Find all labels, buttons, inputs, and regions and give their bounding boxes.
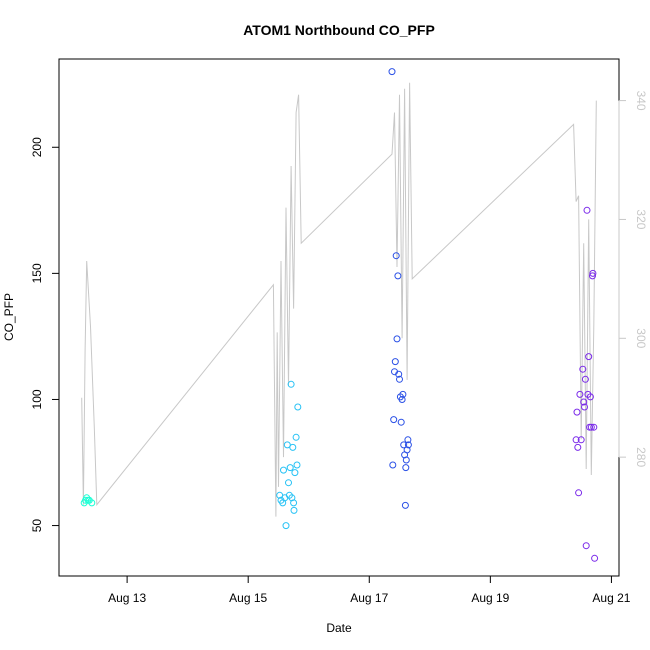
data-point-series-2: [291, 469, 299, 477]
y-axis-label: CO_PFP: [2, 293, 16, 341]
data-point-series-2: [283, 441, 291, 449]
y-left-tick-label: 150: [30, 263, 44, 283]
secondary-line-layer: [81, 82, 597, 517]
data-point-series-3: [391, 358, 399, 366]
x-tick-label: Aug 13: [108, 591, 146, 605]
data-point-series-3: [399, 390, 407, 398]
data-point-series-4: [589, 272, 596, 280]
y-axis-right: 280 300 320 340: [618, 91, 648, 467]
data-point-series-2: [280, 466, 287, 474]
data-point-series-3: [393, 335, 401, 343]
data-point-series-2: [290, 499, 298, 507]
y-left-tick-label: 200: [30, 137, 44, 157]
data-point-series-3: [394, 272, 402, 280]
data-point-series-4: [589, 269, 597, 277]
data-point-series-2: [285, 479, 292, 487]
x-tick-label: Aug 17: [350, 591, 388, 605]
y-left-tick-label: 50: [30, 519, 44, 533]
x-tick-label: Aug 19: [471, 591, 509, 605]
data-point-series-3: [404, 441, 412, 449]
data-point-series-4: [573, 408, 581, 416]
data-point-series-2: [287, 380, 295, 388]
y-left-tick-label: 100: [30, 389, 44, 409]
y-right-tick-label: 280: [634, 447, 648, 467]
plot-frame: [58, 58, 620, 577]
data-point-series-3: [389, 461, 397, 469]
data-point-series-2: [289, 443, 297, 451]
x-tick-label: Aug 15: [229, 591, 267, 605]
data-point-series-3: [398, 396, 406, 403]
data-point-series-3: [402, 456, 410, 464]
secondary-series-line: [81, 82, 597, 517]
data-point-series-4: [585, 353, 593, 361]
data-point-series-3: [395, 370, 403, 378]
x-axis: Aug 13 Aug 15 Aug 17 Aug 19 Aug 21: [108, 575, 631, 605]
data-point-series-3: [403, 446, 411, 454]
data-point-series-4: [574, 443, 582, 451]
data-point-series-2: [293, 461, 301, 469]
data-point-series-2: [292, 433, 300, 441]
data-point-series-4: [575, 489, 583, 497]
data-point-series-3: [402, 464, 410, 472]
y-right-tick-label: 300: [634, 328, 648, 348]
data-point-series-4: [579, 365, 587, 373]
points-layer: [80, 68, 599, 562]
data-point-series-4: [582, 542, 590, 550]
data-point-series-3: [396, 375, 403, 383]
data-point-series-3: [397, 418, 405, 426]
data-point-series-2: [286, 464, 294, 472]
y-right-tick-label: 340: [634, 91, 648, 111]
data-point-series-4: [586, 393, 594, 401]
data-point-series-4: [583, 206, 591, 214]
data-point-series-3: [390, 416, 398, 424]
data-point-series-4: [581, 375, 589, 383]
data-point-series-4: [587, 423, 595, 431]
data-point-series-1: [88, 499, 96, 507]
data-point-series-4: [576, 390, 584, 398]
data-point-series-4: [590, 423, 598, 431]
data-point-series-4: [591, 554, 599, 562]
data-point-series-4: [577, 436, 585, 444]
y-axis-left: 50 100 150 200: [30, 137, 60, 533]
data-point-series-4: [572, 436, 580, 444]
data-point-series-2: [294, 403, 302, 411]
data-point-series-4: [580, 398, 588, 406]
data-point-series-3: [401, 501, 409, 509]
y-right-tick-label: 320: [634, 209, 648, 229]
data-point-series-2: [290, 506, 298, 514]
chart-title: ATOM1 Northbound CO_PFP: [243, 22, 435, 38]
data-point-series-3: [392, 252, 400, 260]
data-point-series-4: [581, 403, 588, 411]
data-point-series-3: [388, 68, 396, 76]
data-point-series-3: [404, 436, 412, 444]
data-point-series-2: [282, 522, 290, 530]
x-tick-label: Aug 21: [592, 591, 630, 605]
data-point-series-3: [400, 441, 408, 449]
x-axis-label: Date: [326, 621, 352, 635]
